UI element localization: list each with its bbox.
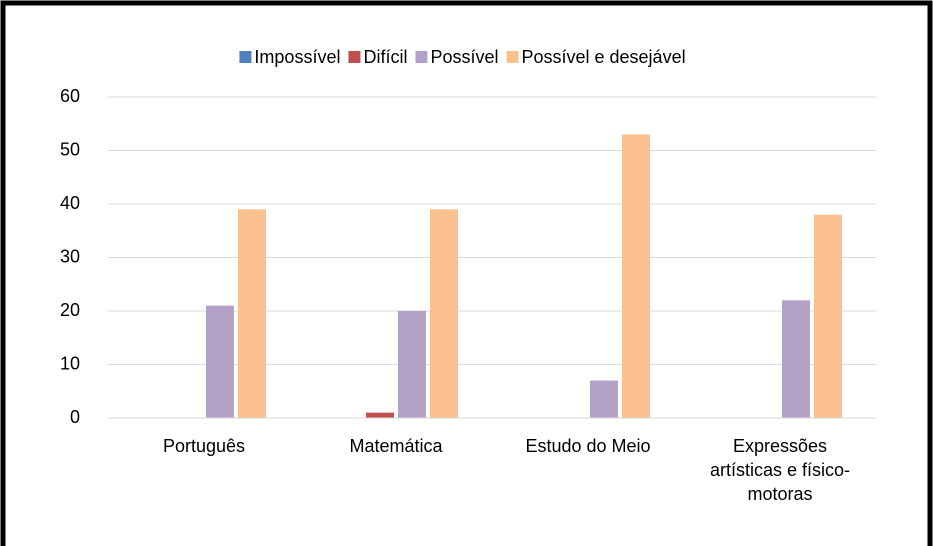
x-tick-label: Expressões artísticas e físico-motoras [709, 436, 851, 504]
legend-swatch [415, 51, 428, 63]
bar [430, 209, 458, 418]
y-tick-label: 50 [60, 139, 80, 159]
y-tick-label: 30 [60, 246, 80, 266]
bar [622, 134, 650, 418]
legend-label: Difícil [363, 47, 407, 67]
x-tick-label: Estudo do Meio [525, 436, 651, 456]
bar [814, 214, 842, 418]
bar [366, 412, 394, 418]
y-tick-label: 40 [60, 193, 80, 213]
x-tick-label: Português [162, 436, 246, 456]
y-tick-label: 60 [60, 86, 80, 106]
legend-swatch [348, 51, 361, 63]
y-tick-label: 0 [70, 407, 80, 427]
y-tick-label: 20 [60, 300, 80, 320]
legend-label: Impossível [254, 47, 340, 67]
bar [782, 300, 810, 418]
legend-swatch [506, 51, 519, 63]
legend-label: Possível e desejável [521, 47, 685, 67]
bar [206, 305, 234, 418]
bar [398, 311, 426, 418]
legend-swatch [239, 51, 252, 63]
bar [238, 209, 266, 418]
x-tick-label: Matemática [349, 436, 443, 456]
legend-label: Possível [430, 47, 498, 67]
bar [590, 380, 618, 418]
y-tick-label: 10 [60, 353, 80, 373]
